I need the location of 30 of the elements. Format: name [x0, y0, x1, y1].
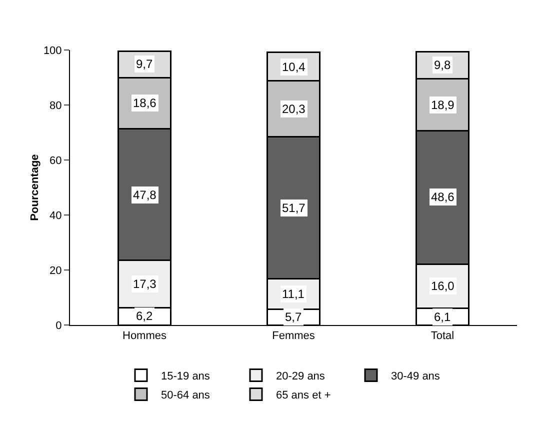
y-tick-label: 40	[50, 210, 62, 222]
data-label: 17,3	[133, 277, 157, 291]
data-label: 6,1	[434, 310, 452, 324]
x-tick-label: Total	[430, 330, 454, 342]
legend-label: 20-29 ans	[276, 370, 326, 383]
data-label: 18,9	[431, 98, 455, 112]
data-label: 9,7	[136, 57, 154, 71]
legend-label: 50-64 ans	[161, 390, 210, 402]
x-tick-label: Femmes	[272, 330, 316, 342]
data-label: 5,7	[285, 310, 302, 324]
y-tick-label: 80	[50, 100, 62, 112]
data-label: 9,8	[434, 58, 452, 72]
data-label: 47,8	[133, 188, 157, 202]
data-label: 10,4	[282, 60, 306, 74]
data-label: 11,1	[282, 287, 305, 301]
x-tick-label: Hommes	[122, 330, 167, 342]
data-label: 6,2	[136, 309, 154, 323]
data-label: 18,6	[133, 96, 157, 110]
data-label: 48,6	[431, 190, 455, 204]
y-tick-label: 20	[50, 264, 62, 277]
y-axis-title: Pourcentage	[29, 154, 41, 221]
legend-label: 30-49 ans	[391, 370, 440, 383]
legend-label: 65 ans et +	[276, 390, 331, 402]
data-label: 20,3	[282, 102, 306, 116]
y-tick-label: 100	[43, 44, 62, 57]
data-label: 51,7	[282, 201, 306, 215]
data-label: 16,0	[431, 279, 455, 293]
y-tick-label: 0	[56, 320, 62, 332]
legend-label: 15-19 ans	[161, 370, 210, 383]
y-tick-label: 60	[50, 154, 62, 167]
